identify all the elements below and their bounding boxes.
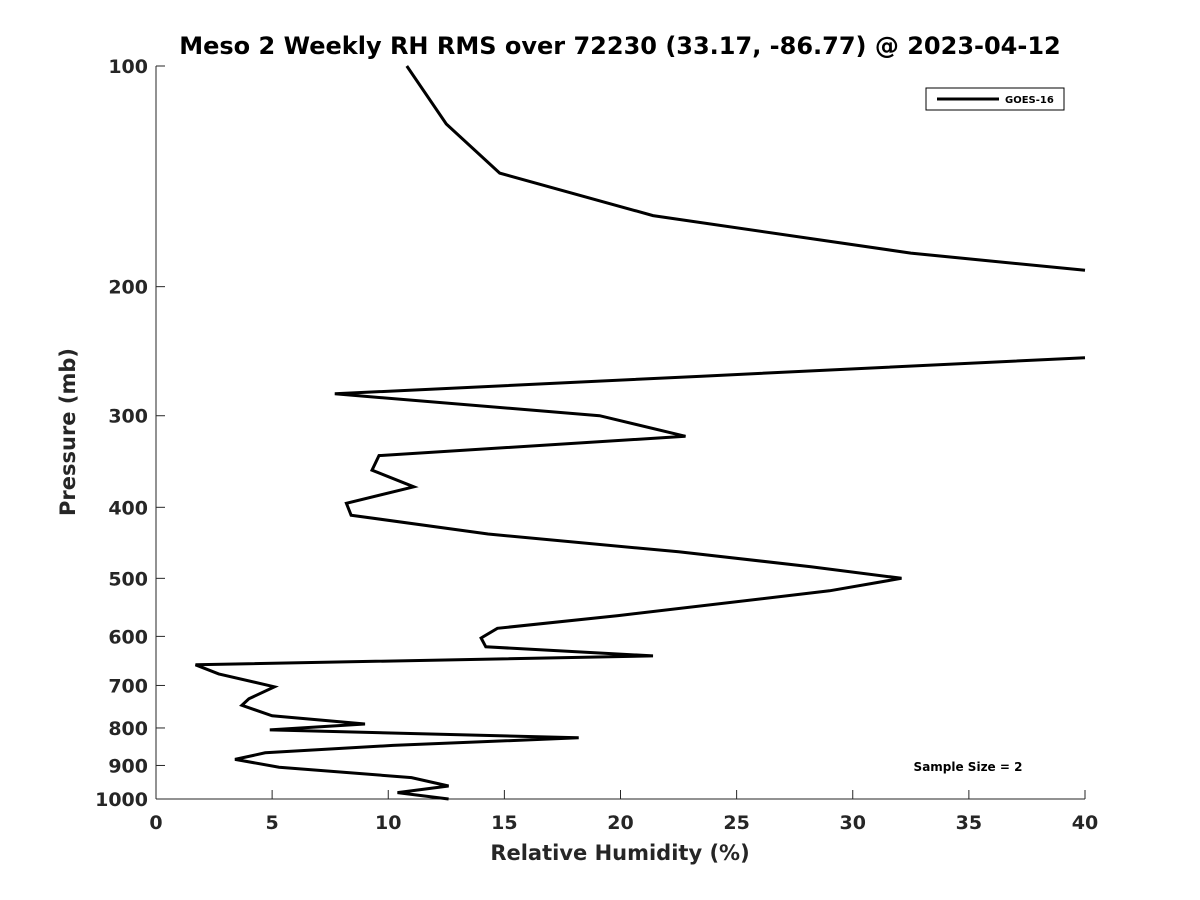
y-tick-label: 300 <box>108 406 148 428</box>
x-tick-label: 15 <box>491 812 517 834</box>
y-tick-label: 200 <box>108 277 148 299</box>
y-tick-label: 1000 <box>95 789 148 811</box>
y-tick-label: 900 <box>108 755 148 777</box>
x-tick-label: 30 <box>840 812 866 834</box>
x-tick-label: 10 <box>375 812 401 834</box>
series-line-goes-16-segment-1 <box>405 65 1086 272</box>
series-line-goes-16-segment-2 <box>194 356 1086 801</box>
y-tick-label: 500 <box>108 568 148 590</box>
x-tick-label: 0 <box>149 812 162 834</box>
y-tick-label: 600 <box>108 626 148 648</box>
chart-title: Meso 2 Weekly RH RMS over 72230 (33.17, … <box>179 32 1061 60</box>
x-tick-label: 40 <box>1072 812 1098 834</box>
x-axis-label: Relative Humidity (%) <box>490 841 749 865</box>
series-group <box>194 65 1086 801</box>
legend-label-goes-16: GOES-16 <box>1005 95 1054 106</box>
y-tick-label: 800 <box>108 718 148 740</box>
x-tick-label: 20 <box>607 812 633 834</box>
x-tick-label: 25 <box>723 812 749 834</box>
sample-size-annotation: Sample Size = 2 <box>914 760 1023 774</box>
y-tick-label: 400 <box>108 497 148 519</box>
legend: GOES-16 <box>925 87 1065 111</box>
x-tick-label: 5 <box>266 812 279 834</box>
y-tick-label: 100 <box>108 56 148 78</box>
ticks-group: 0 5 10 15 20 25 30 35 40 100 200 300 400 500 600 700 800… <box>95 56 1098 834</box>
x-tick-label: 35 <box>956 812 982 834</box>
y-axis-label: Pressure (mb) <box>56 348 80 516</box>
y-tick-label: 700 <box>108 675 148 697</box>
